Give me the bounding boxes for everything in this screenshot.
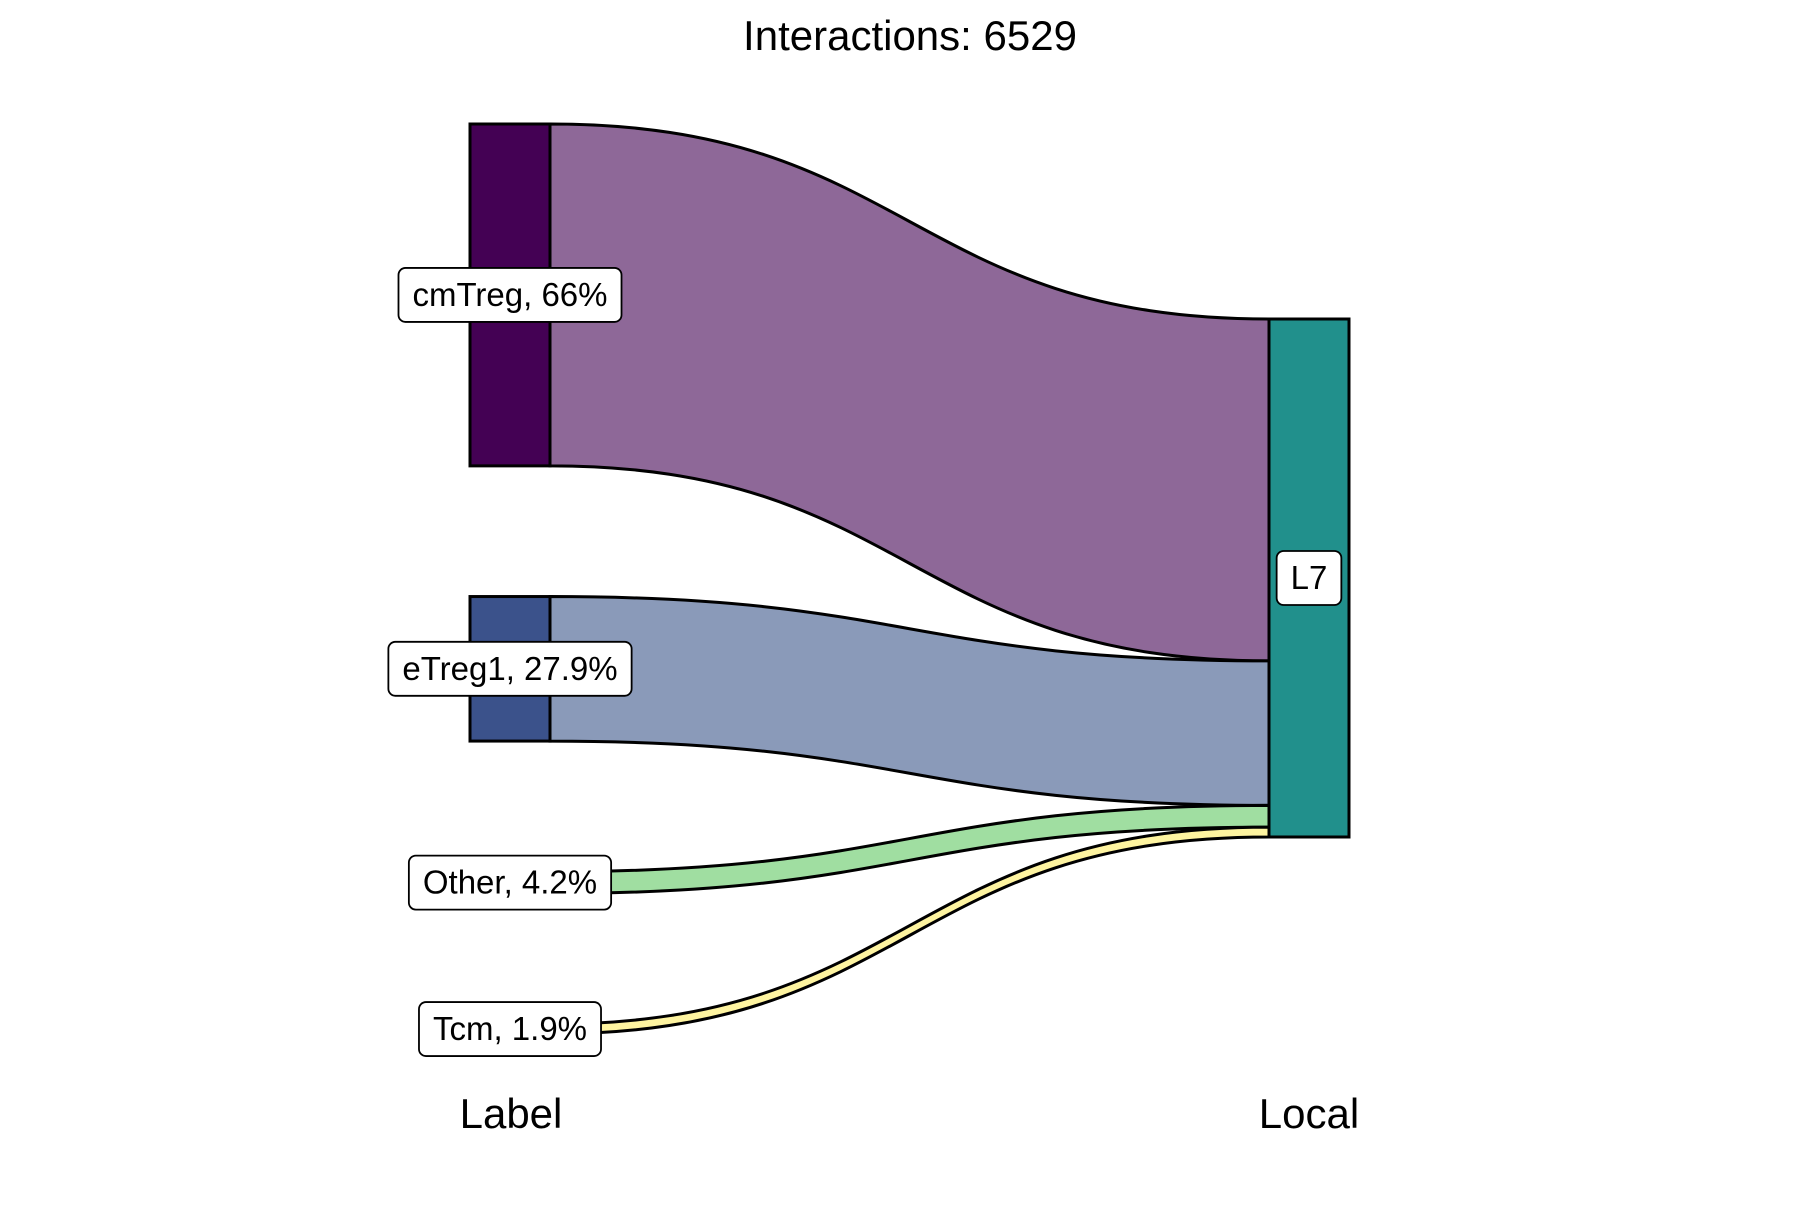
flows-layer [548,122,1271,1036]
label-other-text: Other, 4.2% [423,864,597,901]
label-cmtreg-box [397,267,623,323]
axis-label-left: Label [460,1090,563,1137]
chart-title: Interactions: 6529 [743,12,1077,59]
label-tcm-text: Tcm, 1.9% [433,1010,587,1047]
label-l7-box [1275,550,1343,606]
label-etreg1: eTreg1, 27.9% [387,640,633,697]
label-l7: L7 [1275,550,1343,606]
label-etreg1-box [387,640,633,697]
flow-cmtreg [548,122,1271,663]
label-cmtreg: cmTreg, 66% [397,267,623,323]
label-cmtreg-text: cmTreg, 66% [412,276,607,313]
label-l7-text: L7 [1291,559,1328,596]
label-tcm-box [418,1001,602,1057]
label-other-box [407,854,613,911]
axis-label-right: Local [1259,1090,1359,1137]
labels-layer: cmTreg, 66% eTreg1, 27.9% Other, 4.2% Tcm, … [387,267,1343,1057]
label-tcm: Tcm, 1.9% [418,1001,602,1057]
label-other: Other, 4.2% [407,854,613,911]
label-etreg1-text: eTreg1, 27.9% [402,650,617,687]
flow-other [548,803,1271,895]
